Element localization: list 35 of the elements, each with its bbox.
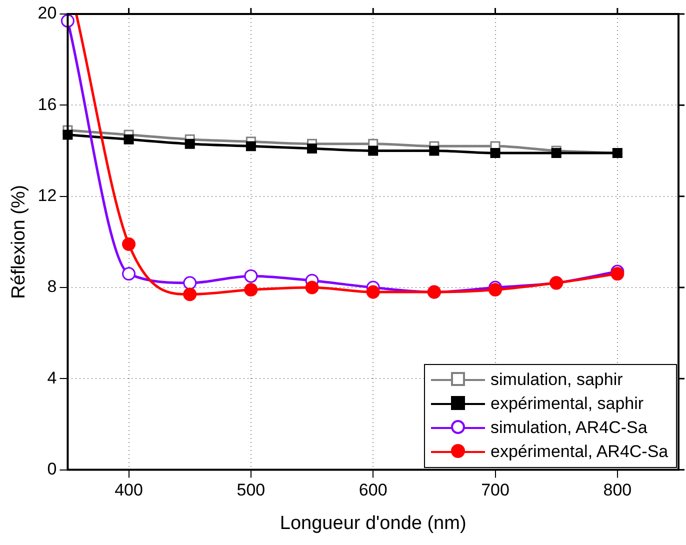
- point: [246, 141, 256, 152]
- point: [305, 280, 319, 294]
- y-tick-label: 8: [47, 277, 57, 296]
- x-tick-label: 600: [358, 480, 388, 500]
- point: [429, 146, 440, 156]
- x-tick-label: 400: [114, 480, 143, 500]
- legend-label: expérimental, AR4C-Sa: [490, 440, 668, 463]
- point: [124, 134, 134, 144]
- point: [610, 267, 624, 281]
- y-tick-label: 4: [47, 368, 57, 388]
- legend-label: simulation, AR4C-Sa: [490, 416, 648, 439]
- point: [366, 285, 380, 299]
- legend-label: simulation, saphir: [490, 368, 623, 391]
- point: [488, 283, 502, 297]
- x-tick-label: 500: [236, 480, 266, 500]
- point: [307, 143, 318, 154]
- point: [490, 148, 500, 158]
- point: [122, 237, 136, 251]
- x-axis-title: Longueur d'onde (nm): [280, 512, 466, 534]
- y-tick-label: 20: [38, 4, 57, 23]
- x-tick-label: 800: [603, 480, 632, 500]
- point: [184, 138, 195, 149]
- y-tick-label: 12: [38, 186, 57, 206]
- point: [183, 288, 197, 302]
- y-tick-label: 0: [47, 459, 57, 478]
- point: [244, 283, 258, 297]
- point: [244, 269, 258, 283]
- point: [368, 146, 378, 156]
- y-axis-title: Réflexion (%): [8, 184, 30, 299]
- point: [551, 148, 562, 158]
- x-tick-label: 700: [481, 480, 510, 500]
- legend-label: expérimental, saphir: [490, 392, 644, 415]
- point: [183, 276, 197, 290]
- point: [122, 267, 136, 281]
- y-tick-label: 16: [38, 94, 57, 114]
